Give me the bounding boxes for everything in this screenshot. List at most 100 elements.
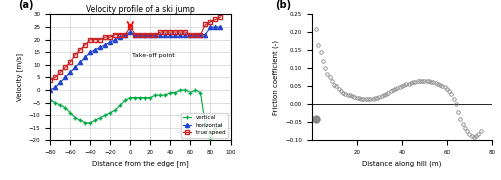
horizontal <box>202 33 208 36</box>
true speed <box>197 33 203 36</box>
true speed <box>167 31 173 33</box>
Line: horizontal: horizontal <box>48 25 222 92</box>
true speed <box>122 33 128 36</box>
Text: Take-off point: Take-off point <box>132 53 175 58</box>
vertical <box>207 137 213 139</box>
true speed <box>192 33 198 36</box>
vertical <box>77 119 83 121</box>
horizontal <box>137 33 143 36</box>
X-axis label: Distance from the edge [m]: Distance from the edge [m] <box>92 161 188 167</box>
Y-axis label: Friction coefficient (-): Friction coefficient (-) <box>273 40 279 115</box>
horizontal <box>112 39 118 41</box>
vertical <box>57 104 63 106</box>
horizontal <box>87 51 93 53</box>
vertical <box>182 89 188 91</box>
vertical <box>137 96 143 99</box>
horizontal <box>162 33 168 36</box>
true speed <box>97 39 103 41</box>
true speed <box>147 33 153 36</box>
true speed <box>142 33 148 36</box>
horizontal <box>72 66 78 68</box>
horizontal <box>157 33 163 36</box>
true speed <box>202 23 208 26</box>
vertical <box>52 102 58 104</box>
true speed <box>152 33 158 36</box>
true speed <box>212 18 218 21</box>
true speed <box>107 36 113 38</box>
horizontal <box>77 61 83 63</box>
horizontal <box>67 71 73 73</box>
true speed <box>162 31 168 33</box>
horizontal <box>102 44 108 46</box>
horizontal <box>192 33 198 36</box>
true speed <box>207 21 213 23</box>
Title: Velocity profile of a ski jump: Velocity profile of a ski jump <box>86 5 194 14</box>
vertical <box>72 117 78 119</box>
Line: vertical: vertical <box>48 88 222 140</box>
vertical <box>127 96 133 99</box>
vertical <box>87 122 93 124</box>
true speed <box>132 33 138 36</box>
horizontal <box>187 33 193 36</box>
horizontal <box>147 33 153 36</box>
vertical <box>187 91 193 94</box>
vertical <box>162 94 168 96</box>
Text: (a): (a) <box>18 0 33 10</box>
vertical <box>177 89 183 91</box>
vertical <box>212 127 218 129</box>
horizontal <box>142 33 148 36</box>
vertical <box>82 122 88 124</box>
horizontal <box>197 33 203 36</box>
Legend: vertical, horizontal, true speed: vertical, horizontal, true speed <box>180 113 227 138</box>
true speed <box>177 31 183 33</box>
true speed <box>67 61 73 63</box>
horizontal <box>177 33 183 36</box>
Line: true speed: true speed <box>48 15 222 82</box>
true speed <box>217 16 223 18</box>
X-axis label: Distance along hill (m): Distance along hill (m) <box>361 161 440 167</box>
horizontal <box>82 56 88 58</box>
vertical <box>197 91 203 94</box>
horizontal <box>92 49 98 51</box>
true speed <box>112 33 118 36</box>
vertical <box>172 91 178 94</box>
vertical <box>157 94 163 96</box>
vertical <box>202 124 208 126</box>
vertical <box>122 99 128 101</box>
true speed <box>117 33 123 36</box>
horizontal <box>167 33 173 36</box>
horizontal <box>152 33 158 36</box>
true speed <box>47 79 53 81</box>
vertical <box>62 107 68 109</box>
horizontal <box>122 33 128 36</box>
vertical <box>47 99 53 101</box>
horizontal <box>57 81 63 84</box>
horizontal <box>52 86 58 89</box>
vertical <box>192 89 198 91</box>
true speed <box>52 76 58 78</box>
vertical <box>142 96 148 99</box>
vertical <box>97 117 103 119</box>
true speed <box>77 49 83 51</box>
true speed <box>62 66 68 68</box>
horizontal <box>207 26 213 28</box>
vertical <box>102 114 108 116</box>
Y-axis label: Velocity [m/s]: Velocity [m/s] <box>17 53 23 101</box>
vertical <box>67 112 73 114</box>
true speed <box>187 33 193 36</box>
vertical <box>147 96 153 99</box>
true speed <box>82 44 88 46</box>
horizontal <box>97 46 103 48</box>
horizontal <box>47 89 53 91</box>
true speed <box>92 39 98 41</box>
vertical <box>132 96 138 99</box>
true speed <box>102 36 108 38</box>
true speed <box>57 71 63 73</box>
horizontal <box>217 26 223 28</box>
horizontal <box>117 36 123 38</box>
vertical <box>112 109 118 111</box>
true speed <box>87 39 93 41</box>
horizontal <box>212 26 218 28</box>
horizontal <box>182 33 188 36</box>
true speed <box>182 31 188 33</box>
